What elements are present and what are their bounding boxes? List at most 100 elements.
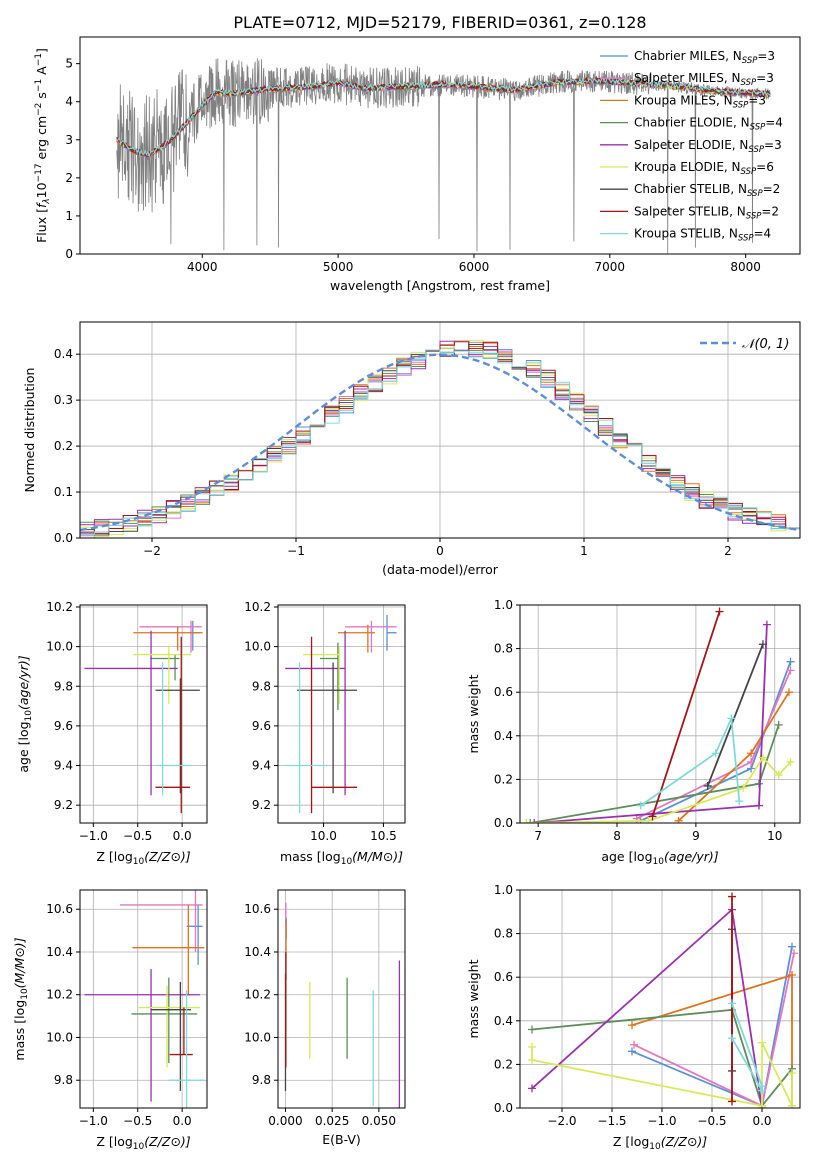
x-tick-label: −1 (287, 544, 305, 558)
axis-label-part: (age/yr)] (16, 655, 31, 710)
y-tick-label: 9.2 (252, 798, 271, 812)
axis-label: Z [log10(Z/Z⊙)] (613, 1134, 707, 1152)
legend-label-part: =3 (756, 71, 774, 85)
axis-label: mass [log10(M/M⊙)] (280, 849, 403, 867)
legend-label-kroupa-stelib: Kroupa STELIB, NSSP=4 (634, 227, 771, 244)
x-tick-label: 10.5 (370, 829, 397, 843)
y-tick-label: 0.0 (494, 1101, 513, 1115)
axes-frame (79, 889, 208, 1109)
weight-marker-kroupa-elodie (788, 1069, 796, 1078)
x-tick-label: 4000 (187, 260, 218, 274)
axis-label-part: (Z/Z⊙)] (144, 849, 191, 864)
weight-marker-salpeter-stelib (648, 812, 657, 821)
legend-label-part: =4 (754, 227, 772, 241)
axes-frame (79, 604, 208, 824)
axis-label-part: Flux [ (34, 208, 49, 243)
y-tick-label: 10.0 (244, 640, 271, 654)
panel-age_vs_Z: −1.0 −0.5 0.09.29.49.69.810.010.2Z [log10(… (16, 600, 208, 867)
weight-marker-salpeter-elodie (528, 1084, 536, 1093)
y-tick-label: 10.0 (46, 640, 73, 654)
y-tick-label: 0.2 (494, 1057, 513, 1071)
errorbar-chabrier-elodie (150, 654, 180, 681)
y-tick-label: 10.2 (46, 600, 73, 614)
weight-marker-chabrier-elodie (774, 720, 783, 729)
x-tick-label: 0.0 (752, 1114, 771, 1128)
weight-marker-kroupa-elodie (758, 753, 767, 762)
plot-area-weight_vs_Z (528, 892, 798, 1108)
errorbar-chabrier-miles (186, 904, 203, 965)
y-tick-label: 10.6 (46, 902, 73, 916)
x-tick-label: −1.5 (597, 1114, 626, 1128)
axis-label-sub: 10 (133, 857, 145, 867)
weight-marker-salpeter-miles (790, 949, 798, 958)
weight-marker-kroupa-elodie (786, 757, 795, 766)
legend-label-chabrier-miles: Chabrier MILES, NSSP=3 (634, 49, 775, 66)
x-tick-label: 5000 (323, 260, 354, 274)
y-tick-label: 3 (65, 133, 73, 147)
weight-marker-chabrier-stelib (758, 640, 767, 649)
legend-label-part: Salpeter STELIB, N (634, 204, 746, 218)
gaussian-curve (80, 353, 800, 532)
y-axis-label: mass weight (466, 674, 481, 753)
axis-label: Z [log10(Z/Z⊙)] (96, 849, 190, 867)
weight-marker-kroupa-stelib (636, 801, 645, 810)
axis-label-part: −2 (34, 103, 44, 116)
y-tick-label: 0.2 (54, 439, 73, 453)
figure-title: PLATE=0712, MJD=52179, FIBERID=0361, z=0… (233, 13, 646, 32)
y-tick-label: 9.8 (252, 679, 271, 693)
errorbar-salpeter-elodie (84, 969, 200, 1102)
axes-frame (519, 889, 801, 1109)
x-tick-label: 0.050 (362, 1114, 396, 1128)
panel-mass_vs_EBV: 0.000 0.025 0.050 9.8 10.0 10.2 10.4 10.6 E(B-V) (244, 889, 406, 1147)
panel-mass_vs_Z: −1.0 −0.5 0.09.810.010.210.410.6Z [log10(Z… (12, 889, 208, 1152)
weight-marker-kroupa-miles (674, 816, 683, 823)
weight-marker-kroupa-elodie (644, 816, 653, 823)
weight-marker-kroupa-elodie (758, 1038, 766, 1047)
errorbar-salpeter-stelib (169, 1007, 193, 1056)
weight-marker-kroupa-stelib (711, 749, 720, 758)
x-tick-label: −0.5 (697, 1114, 726, 1128)
axis-label-sub: 10 (341, 857, 353, 867)
x-tick-label: −1.0 (79, 829, 108, 843)
histogram-kroupa-stelib (80, 349, 800, 535)
weight-marker-kroupa-elodie (758, 1101, 766, 1108)
axis-label-part: (M/M⊙)] (352, 849, 403, 864)
weight-marker-kroupa-stelib (728, 999, 736, 1008)
errorbar-kroupa-elodie (138, 986, 200, 1068)
x-tick-label: −0.5 (123, 829, 152, 843)
y-tick-label: 9.6 (54, 719, 73, 733)
y-tick-label: 0.8 (494, 927, 513, 941)
errorbar-kroupa-miles (133, 626, 203, 651)
legend-label-sub: SSP (733, 100, 749, 110)
axis-label-part: (Z/Z⊙)] (144, 1134, 191, 1149)
x-tick-label: −1.0 (647, 1114, 676, 1128)
legend-label-part: =2 (763, 182, 781, 196)
axis-label-part: λ (42, 198, 52, 204)
y-tick-label: 10.6 (244, 902, 271, 916)
legend-label-part: =6 (756, 160, 774, 174)
weight-marker-kroupa-miles (788, 971, 796, 980)
axis-label: age [log10(age/yr)] (601, 849, 718, 867)
plot-area-mass_vs_EBV (284, 902, 401, 1108)
errorbar-kroupa-miles (132, 904, 205, 995)
x-tick-label: 0.025 (315, 1114, 349, 1128)
y-tick-label: 10.2 (46, 988, 73, 1002)
legend-label-kroupa-miles: Kroupa MILES, NSSP=3 (634, 93, 766, 110)
legend-label-part: =3 (764, 138, 782, 152)
weight-marker-kroupa-miles (747, 749, 756, 758)
errorbar-chabrier-miles (386, 614, 397, 651)
y-tick-label: 0.1 (54, 485, 73, 499)
weight-marker-salpeter-elodie (762, 620, 771, 629)
weight-line-salpeter-stelib (651, 611, 721, 817)
axis-label-part: −17 (34, 163, 44, 182)
y-tick-label: 1 (65, 209, 73, 223)
y-tick-label: 9.8 (54, 1073, 73, 1087)
y-axis-label: mass weight (466, 959, 481, 1038)
weight-marker-salpeter-miles (786, 666, 795, 675)
x-tick-label: 8000 (730, 260, 761, 274)
legend-label-sub: SSP (750, 123, 766, 133)
legend-label-sub: SSP (738, 234, 754, 244)
axis-label-part: mass [log (280, 849, 341, 864)
plot-area-residuals (80, 339, 800, 538)
axes-frame (277, 889, 406, 1109)
